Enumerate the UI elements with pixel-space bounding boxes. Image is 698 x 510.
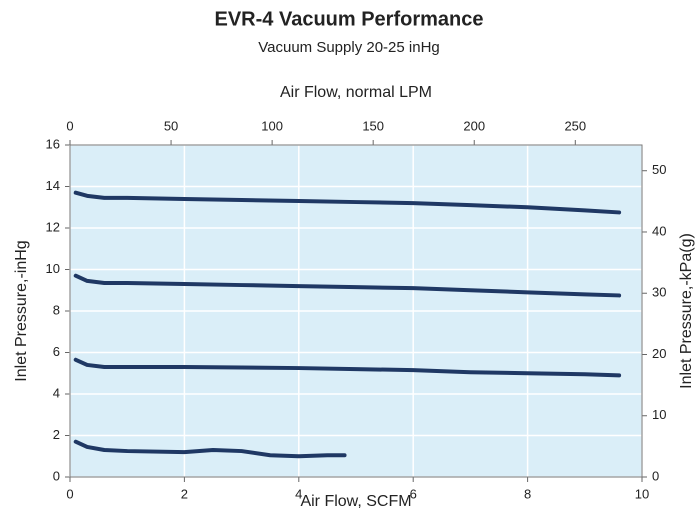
y-tick-label: 16 [46, 136, 60, 151]
x2-tick-label: 250 [564, 118, 586, 133]
data-line [73, 273, 622, 298]
data-line [73, 439, 347, 459]
y-tick-label: 8 [53, 302, 60, 317]
y-axis-label: Inlet Pressure,-inHg [13, 240, 30, 381]
y2-tick-label: 30 [652, 285, 666, 300]
y-tick-label: 14 [46, 178, 60, 193]
x-tick-label: 4 [295, 486, 302, 501]
y2-axis-label: Inlet Pressure,-kPa(g) [678, 233, 695, 389]
y2-tick-label: 10 [652, 407, 666, 422]
y-tick-label: 2 [53, 427, 60, 442]
x-tick-label: 6 [410, 486, 417, 501]
chart-subtitle: Vacuum Supply 20-25 inHg [258, 39, 440, 56]
x-tick-label: 8 [524, 486, 531, 501]
x2-tick-label: 100 [261, 118, 283, 133]
x-axis-label: Air Flow, SCFM [300, 493, 411, 510]
x2-axis-label: Air Flow, normal LPM [280, 84, 432, 101]
x-tick-label: 10 [635, 486, 649, 501]
y2-tick-label: 20 [652, 346, 666, 361]
y-tick-label: 4 [53, 385, 60, 400]
y2-tick-label: 40 [652, 223, 666, 238]
data-line [73, 357, 622, 378]
x2-tick-label: 50 [164, 118, 178, 133]
data-line [73, 190, 622, 215]
y-tick-label: 0 [53, 468, 60, 483]
x2-tick-label: 200 [463, 118, 485, 133]
y-tick-label: 10 [46, 261, 60, 276]
y2-tick-label: 0 [652, 468, 659, 483]
x-tick-label: 0 [66, 486, 73, 501]
plot-border [69, 144, 643, 478]
chart-title: EVR-4 Vacuum Performance [215, 8, 484, 30]
y-tick-label: 6 [53, 344, 60, 359]
x-tick-label: 2 [181, 486, 188, 501]
x2-tick-label: 150 [362, 118, 384, 133]
y2-tick-label: 50 [652, 162, 666, 177]
y-tick-label: 12 [46, 219, 60, 234]
x2-tick-label: 0 [66, 118, 73, 133]
